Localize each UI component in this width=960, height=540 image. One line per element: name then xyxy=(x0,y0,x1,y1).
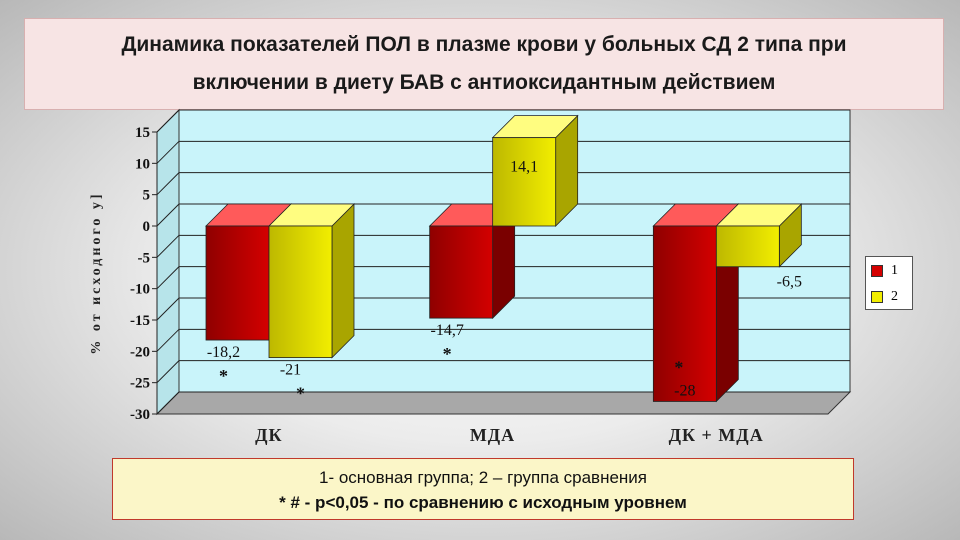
footnote-line-2: * # - p<0,05 - по сравнению с исходным у… xyxy=(279,493,687,512)
bar xyxy=(715,225,780,268)
bar xyxy=(492,137,557,227)
data-label: 14,1 xyxy=(510,159,538,176)
chart-title: Динамика показателей ПОЛ в плазме крови … xyxy=(24,18,944,110)
y-tick-label: 0 xyxy=(143,219,151,235)
bar xyxy=(652,225,717,402)
footnote: 1- основная группа; 2 – группа сравнения… xyxy=(112,458,854,520)
gridline xyxy=(156,140,850,164)
bar-side xyxy=(555,114,579,227)
data-label: -18,2 xyxy=(207,344,240,361)
bar-top xyxy=(205,203,292,227)
bar-side xyxy=(778,203,802,268)
data-label: -21 xyxy=(280,362,301,379)
x-tick-label: МДА xyxy=(470,425,515,445)
y-tick-label: -15 xyxy=(130,313,150,329)
significance-mark: * xyxy=(443,344,452,364)
plot-back-wall xyxy=(178,109,851,393)
bar xyxy=(429,225,494,319)
legend-label-series-2: 2 xyxy=(891,289,898,304)
bar-top xyxy=(652,203,740,227)
legend-label-series-1: 1 xyxy=(891,263,898,278)
chart-legend: 1 2 xyxy=(865,256,913,310)
legend-swatch-series-1 xyxy=(871,265,883,277)
bar xyxy=(268,225,333,359)
footnote-line-1: 1- основная группа; 2 – группа сравнения xyxy=(319,468,647,487)
bar-top xyxy=(715,203,803,227)
gridline xyxy=(156,172,850,196)
y-tick-label: -20 xyxy=(130,344,150,360)
gridline xyxy=(156,266,850,290)
gridline xyxy=(156,109,850,133)
x-tick-label: ДК + МДА xyxy=(669,425,764,445)
y-tick-label: -5 xyxy=(138,250,151,266)
gridline xyxy=(156,328,850,352)
bar-top xyxy=(268,203,355,227)
gridline xyxy=(156,234,850,258)
data-label: -28 xyxy=(674,382,695,399)
legend-item-series-2: 2 xyxy=(866,285,912,309)
bar-side xyxy=(715,203,739,403)
significance-mark: * xyxy=(674,357,683,377)
gridline xyxy=(156,360,850,384)
data-label: -6,5 xyxy=(777,274,802,291)
y-tick-label: 10 xyxy=(135,156,150,172)
x-tick-label: ДК xyxy=(255,425,282,445)
data-label: -14,7 xyxy=(431,322,464,339)
bar-side xyxy=(492,203,516,320)
gridline xyxy=(156,391,850,415)
bar-side xyxy=(331,203,355,359)
y-tick-label: -30 xyxy=(130,407,150,423)
chart-title-text: Динамика показателей ПОЛ в плазме крови … xyxy=(121,33,847,94)
y-tick-label: -25 xyxy=(130,376,150,392)
bar-side xyxy=(268,203,292,342)
plot-side-wall xyxy=(156,108,180,416)
significance-mark: * xyxy=(219,366,228,386)
gridline xyxy=(156,203,850,227)
y-tick-label: 5 xyxy=(143,188,151,204)
y-tick-label: 15 xyxy=(135,125,150,141)
bar-top xyxy=(428,203,516,227)
bar xyxy=(205,225,270,341)
gridline xyxy=(156,297,850,321)
y-tick-label: -10 xyxy=(130,282,150,298)
y-axis-title: % от исходного у] xyxy=(89,191,104,354)
bar-top xyxy=(491,115,579,139)
plot-floor xyxy=(155,391,852,415)
significance-mark: * xyxy=(296,384,305,404)
legend-item-series-1: 1 xyxy=(866,259,912,283)
legend-swatch-series-2 xyxy=(871,291,883,303)
